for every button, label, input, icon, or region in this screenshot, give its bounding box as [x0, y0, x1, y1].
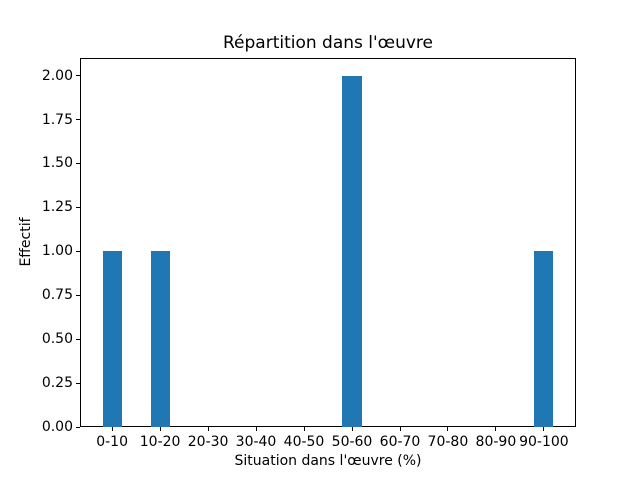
x-tick-label: 60-70	[379, 434, 421, 450]
y-tick-mark	[76, 75, 80, 77]
y-tick-label: 0.25	[41, 375, 73, 392]
x-axis-label: Situation dans l'œuvre (%)	[234, 453, 422, 469]
y-tick-mark	[76, 206, 80, 208]
x-tick-label: 30-40	[235, 434, 277, 450]
x-tick-label: 10-20	[139, 434, 181, 450]
x-tick-label: 20-30	[187, 434, 229, 450]
x-tick-mark	[543, 427, 545, 431]
x-tick-label: 80-90	[475, 434, 517, 450]
bar-90-100	[534, 251, 554, 427]
x-tick-label: 40-50	[283, 434, 325, 450]
bar-0-10	[102, 251, 122, 427]
x-tick-mark	[495, 427, 497, 431]
y-tick-label: 1.25	[41, 199, 73, 216]
x-tick-label: 0-10	[96, 434, 128, 450]
y-tick-label: 1.50	[41, 155, 73, 172]
y-tick-label: 1.00	[41, 243, 73, 260]
y-tick-mark	[76, 294, 80, 296]
y-tick-label: 2.00	[41, 67, 73, 84]
x-tick-mark	[399, 427, 401, 431]
x-tick-mark	[111, 427, 113, 431]
y-tick-mark	[76, 162, 80, 164]
x-tick-label: 50-60	[331, 434, 373, 450]
x-tick-mark	[159, 427, 161, 431]
x-tick-mark	[207, 427, 209, 431]
y-tick-mark	[76, 426, 80, 428]
chart-title: Répartition dans l'œuvre	[222, 33, 433, 53]
y-tick-mark	[76, 250, 80, 252]
y-tick-mark	[76, 119, 80, 120]
bar-50-60	[342, 75, 362, 427]
y-tick-label: 0.50	[41, 331, 73, 348]
bar-10-20	[150, 251, 170, 427]
x-tick-label: 70-80	[427, 434, 469, 450]
x-tick-label: 90-100	[519, 434, 569, 450]
x-tick-mark	[303, 427, 305, 431]
y-tick-label: 0.75	[41, 287, 73, 304]
x-tick-mark	[255, 427, 257, 431]
y-tick-mark	[76, 382, 80, 384]
x-tick-mark	[351, 427, 353, 431]
x-tick-mark	[447, 427, 449, 431]
y-tick-label: 0.00	[41, 419, 73, 435]
y-axis-label: Effectif	[18, 217, 34, 267]
y-tick-label: 1.75	[41, 111, 73, 128]
y-tick-mark	[76, 338, 80, 340]
